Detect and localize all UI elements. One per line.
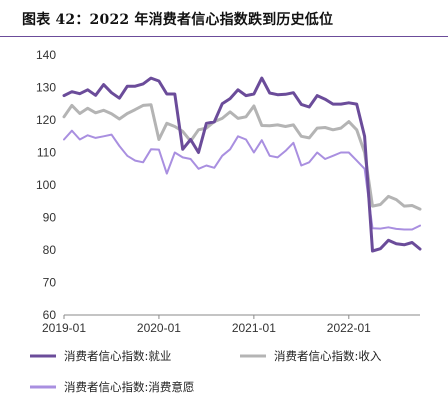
y-tick-label: 60 (43, 308, 57, 322)
x-tick-label: 2020-01 (137, 321, 181, 335)
x-tick-label: 2021-01 (232, 321, 276, 335)
series-line-2 (63, 129, 421, 231)
y-tick-label: 110 (37, 146, 56, 160)
x-tick-label: 2019-01 (42, 321, 86, 335)
series-line-1 (62, 103, 422, 211)
y-tick-label: 120 (36, 113, 56, 127)
legend-label: 消费者信心指数:收入 (274, 349, 382, 363)
y-tick-label: 80 (43, 243, 57, 257)
axes: 60 70 80 90 100 110 120 130 140 2019-01 2020-01 202… (36, 48, 420, 335)
y-tick-label: 130 (36, 81, 56, 95)
series-line-0 (62, 76, 422, 253)
title-bar: 图表 42：2022 年消费者信心指数跌到历史低位 (0, 0, 448, 37)
y-tick-label: 70 (43, 276, 57, 290)
legend-label: 消费者信心指数:消费意愿 (64, 380, 194, 394)
y-tick-label: 90 (43, 211, 57, 225)
legend-label: 消费者信心指数:就业 (64, 349, 171, 363)
chart-title: 图表 42：2022 年消费者信心指数跌到历史低位 (22, 12, 334, 28)
y-tick-label: 140 (36, 48, 56, 62)
y-tick-label: 100 (36, 178, 56, 192)
series-layer (62, 76, 422, 253)
x-tick-label: 2022-01 (327, 321, 371, 335)
